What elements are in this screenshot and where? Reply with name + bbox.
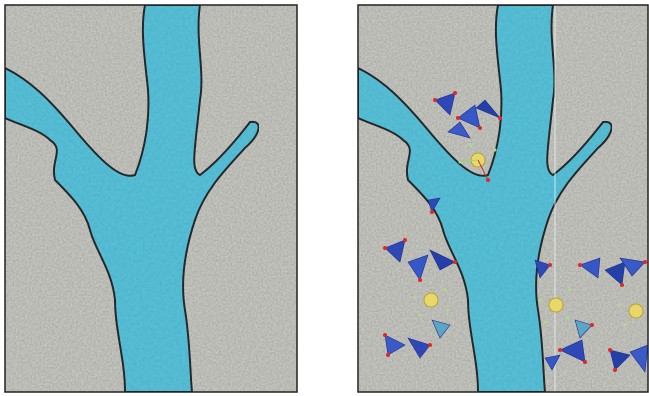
- right-panel: [358, 5, 648, 392]
- left-panel: [5, 5, 297, 392]
- illustration: [0, 0, 649, 396]
- page: [0, 0, 649, 396]
